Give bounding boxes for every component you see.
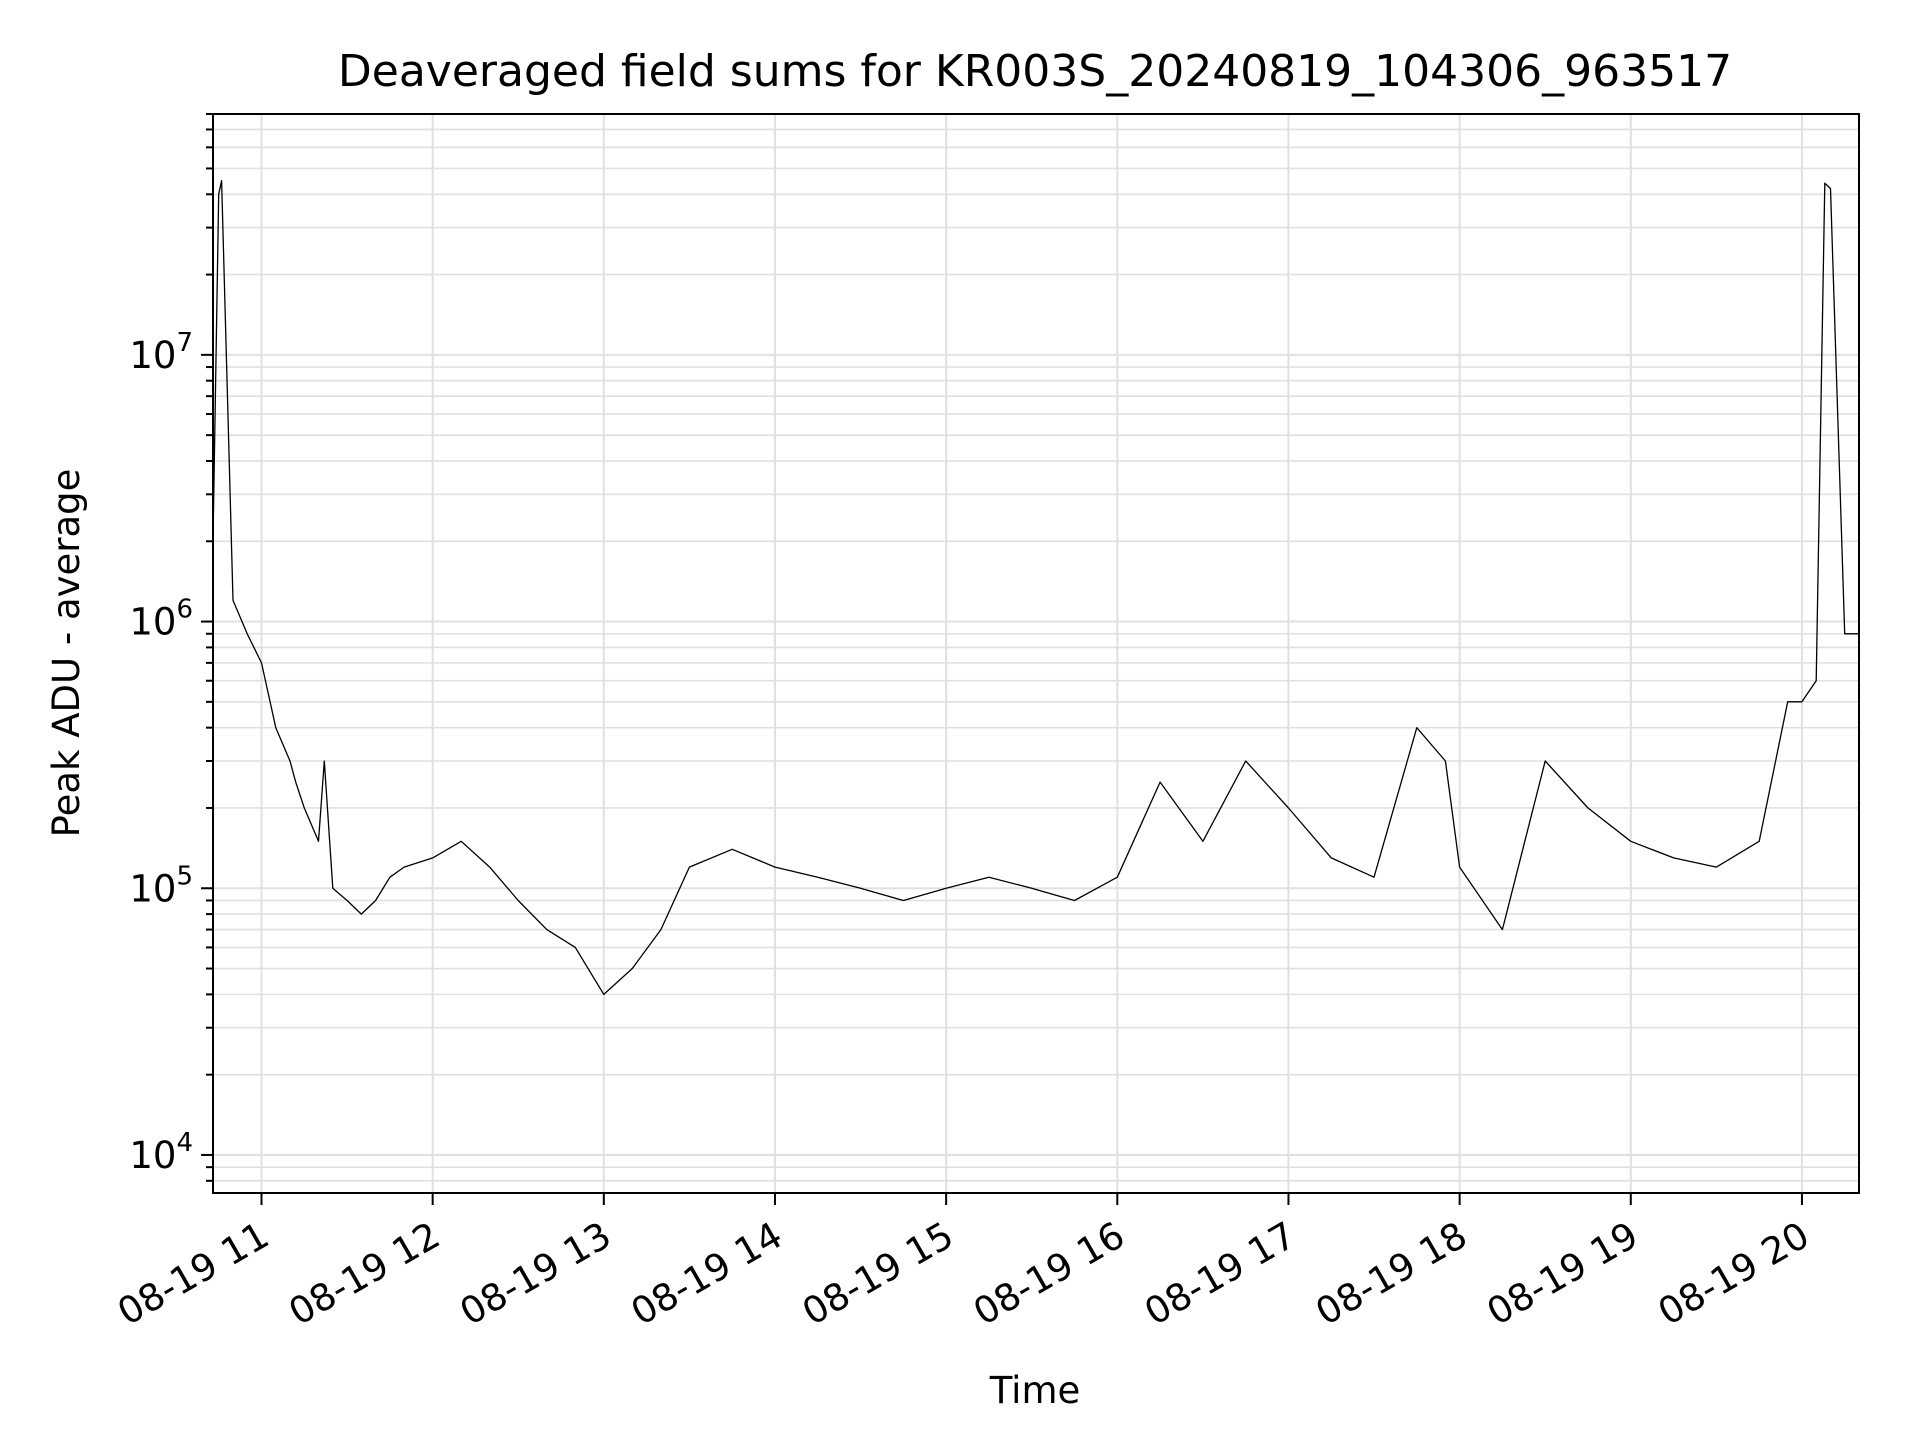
y-axis-label: Peak ADU - average <box>45 469 88 838</box>
y-tick-base: 10 <box>129 334 176 377</box>
plot-frame <box>212 113 1860 1194</box>
series-layer <box>212 179 1859 996</box>
y-tick-base: 10 <box>129 867 176 910</box>
series-line <box>212 179 1859 996</box>
x-axis-label: Time <box>989 1369 1081 1412</box>
y-tick-exponent: 6 <box>176 595 193 625</box>
chart-title: Deaveraged field sums for KR003S_2024081… <box>338 46 1732 97</box>
y-tick-label: 105 <box>129 861 193 910</box>
y-tick-exponent: 5 <box>176 861 193 891</box>
y-tick-label: 104 <box>129 1128 193 1177</box>
y-tick-base: 10 <box>129 1134 176 1177</box>
y-tick-label: 106 <box>129 595 193 644</box>
grid-lines <box>213 113 1859 1193</box>
y-tick-exponent: 7 <box>176 328 193 358</box>
y-tick-label: 107 <box>129 328 193 377</box>
y-tick-base: 10 <box>129 601 176 644</box>
y-tick-exponent: 4 <box>176 1128 193 1158</box>
